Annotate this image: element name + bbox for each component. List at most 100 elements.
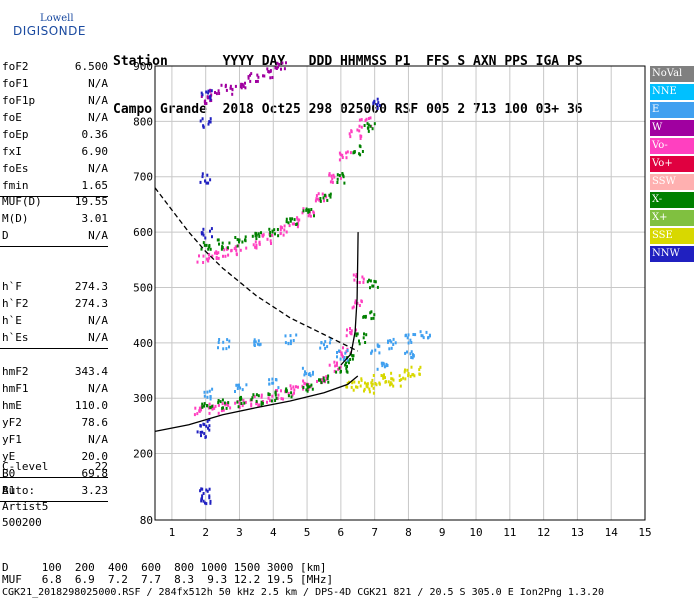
param-key: B0 (2, 467, 16, 480)
echo-point (390, 346, 393, 350)
echo-point (235, 253, 238, 257)
footer-muf-row: MUF 6.8 6.9 7.2 7.7 8.3 9.3 12.2 19.5 [M… (2, 573, 334, 586)
echo-point (269, 234, 272, 238)
echo-point (360, 300, 363, 304)
echo-point (353, 380, 356, 384)
echo-point (207, 181, 210, 185)
echo-point (262, 234, 265, 238)
echo-point (214, 251, 216, 255)
echo-point (349, 358, 352, 361)
echo-point (221, 407, 224, 411)
echo-point (363, 332, 365, 336)
echo-point (285, 230, 288, 234)
echo-point (427, 336, 429, 340)
echo-point (211, 254, 214, 258)
echo-point (327, 374, 330, 378)
param-key: h`Es (2, 331, 29, 344)
echo-point (203, 243, 206, 247)
echo-point (244, 235, 247, 239)
param-key: yE (2, 450, 16, 463)
echo-point (345, 350, 348, 354)
echo-point (281, 226, 283, 230)
echo-point (292, 339, 295, 342)
echo-point (308, 210, 311, 214)
echo-point (207, 253, 210, 257)
echo-point (217, 341, 220, 344)
echo-point (360, 377, 363, 381)
echo-point (261, 234, 264, 238)
param-value: N/A (88, 229, 108, 242)
logo-digisonde: DIGISONDE (13, 24, 86, 38)
echo-point (308, 385, 311, 389)
echo-point (322, 376, 325, 380)
echo-point (301, 366, 304, 370)
echo-point (257, 339, 260, 343)
echo-point (256, 342, 259, 346)
echo-point (370, 317, 373, 321)
echo-point (287, 391, 290, 395)
echo-point (322, 379, 325, 383)
param-value: N/A (88, 433, 108, 446)
echo-point (354, 299, 357, 303)
echo-point (338, 366, 341, 370)
echo-point (372, 391, 375, 395)
panel-separator (0, 196, 108, 197)
echo-point (208, 245, 211, 249)
echo-point (355, 328, 357, 332)
echo-point (208, 411, 211, 415)
echo-point (258, 343, 261, 347)
echo-point (258, 241, 261, 245)
echo-point (428, 333, 431, 337)
echo-point (407, 374, 410, 378)
echo-point (227, 247, 229, 251)
echo-point (349, 327, 351, 330)
echo-point (306, 382, 309, 386)
echo-point (255, 399, 258, 403)
echo-point (251, 234, 254, 238)
echo-point (341, 172, 344, 175)
echo-point (341, 355, 344, 359)
echo-point (275, 396, 278, 400)
echo-point (404, 334, 407, 338)
echo-point (345, 385, 348, 389)
echo-point (412, 354, 415, 358)
echo-point (267, 396, 270, 400)
echo-point (346, 328, 348, 332)
echo-point (385, 380, 387, 384)
echo-point (199, 424, 202, 428)
echo-point (271, 229, 274, 233)
echo-point (201, 405, 203, 409)
echo-point (392, 337, 395, 341)
echo-point (378, 382, 381, 386)
echo-point (317, 192, 320, 196)
echo-point (312, 370, 314, 374)
echo-point (255, 237, 258, 241)
echo-point (354, 301, 357, 305)
echo-point (227, 253, 230, 257)
echo-point (239, 396, 242, 400)
echo-point (203, 423, 206, 427)
echo-point (274, 390, 277, 394)
echo-point (201, 497, 203, 501)
echo-point (204, 179, 207, 183)
echo-point (204, 501, 206, 505)
echo-point (358, 339, 360, 343)
echo-point (202, 422, 205, 426)
echo-point (419, 330, 422, 334)
echo-point (255, 232, 258, 236)
echo-point (275, 378, 278, 382)
echo-point (285, 389, 288, 393)
echo-point (204, 435, 207, 439)
echo-point (208, 389, 211, 393)
echo-point (295, 222, 298, 226)
echo-point (306, 389, 309, 393)
echo-point (362, 277, 365, 281)
echo-point (196, 430, 199, 434)
echo-point (370, 384, 373, 388)
echo-point (238, 402, 241, 406)
profile-curve (340, 232, 359, 366)
x-tick-label: 10 (469, 526, 482, 539)
echo-point (220, 409, 223, 413)
param-key: D (2, 229, 9, 242)
echo-point (297, 385, 299, 389)
